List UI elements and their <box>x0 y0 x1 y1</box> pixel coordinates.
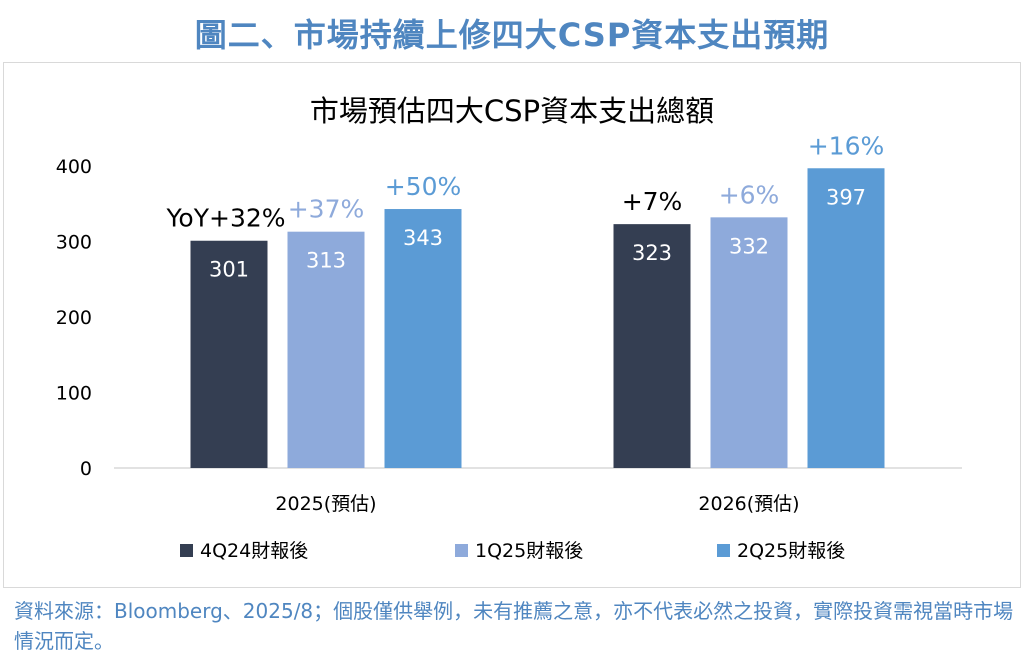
y-tick-label: 200 <box>56 307 92 329</box>
y-tick-label: 100 <box>56 383 92 405</box>
legend-swatch <box>717 544 730 557</box>
bar <box>613 224 691 468</box>
bar-value-label: 313 <box>306 249 346 273</box>
y-tick-label: 300 <box>56 232 92 254</box>
y-tick-label: 0 <box>80 458 92 480</box>
growth-label: +50% <box>385 172 462 201</box>
bar-value-label: 323 <box>632 241 672 265</box>
legend-swatch <box>455 544 468 557</box>
legend-swatch <box>180 544 193 557</box>
bar-value-label: 332 <box>729 234 769 258</box>
growth-label: +7% <box>622 187 683 216</box>
bar <box>190 240 268 468</box>
y-tick-label: 400 <box>56 156 92 178</box>
bar-value-label: 397 <box>826 185 866 209</box>
chart-title: 市場預估四大CSP資本支出總額 <box>310 94 714 128</box>
bar <box>287 231 365 468</box>
bar-chart: 市場預估四大CSP資本支出總額 0 100 200 300 400 301 YoY+32% 3… <box>56 94 962 562</box>
bar-value-label: 343 <box>403 226 443 250</box>
bar <box>710 217 788 468</box>
x-category-label: 2026(預估) <box>698 493 799 515</box>
bar-value-label: 301 <box>209 258 249 282</box>
figure-title: 圖二、市場持續上修四大CSP資本支出預期 <box>194 16 830 54</box>
legend-label: 4Q24財報後 <box>200 540 308 562</box>
bar <box>384 209 462 468</box>
chart-frame: 市場預估四大CSP資本支出總額 0 100 200 300 400 301 YoY+32% 3… <box>3 62 1021 588</box>
bar <box>807 168 885 468</box>
growth-label: +37% <box>288 195 365 224</box>
legend-label: 1Q25財報後 <box>475 540 583 562</box>
growth-label: YoY+32% <box>165 204 285 233</box>
growth-label: +16% <box>808 131 885 160</box>
legend-label: 2Q25財報後 <box>737 540 845 562</box>
x-category-label: 2025(預估) <box>275 493 376 515</box>
growth-label: +6% <box>719 180 780 209</box>
source-note: 資料來源：Bloomberg、2025/8；個股僅供舉例，未有推薦之意，亦不代表… <box>14 599 1014 653</box>
